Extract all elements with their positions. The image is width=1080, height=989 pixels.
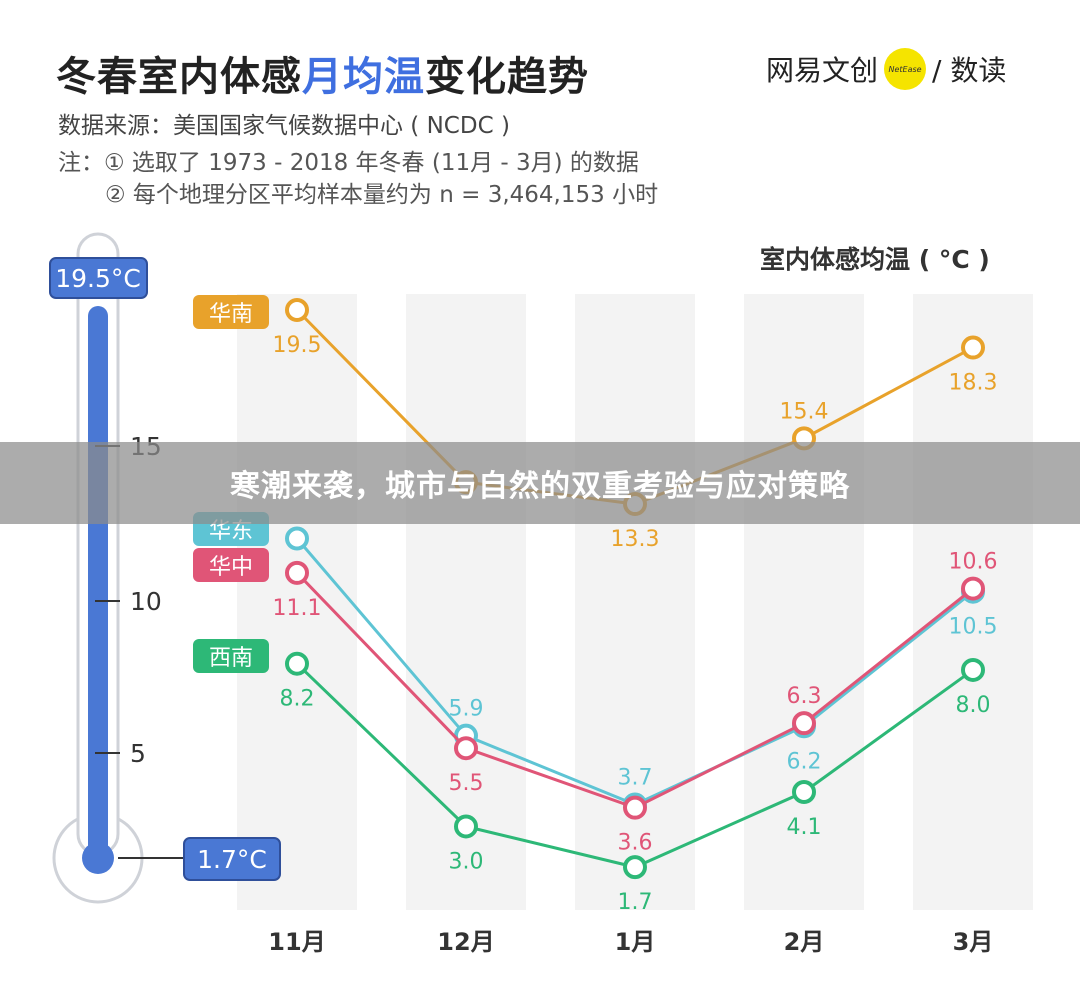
note-line-1: 注：① 选取了 1973 - 2018 年冬春 (11月 - 3月) 的数据 (58, 150, 639, 176)
data-label: 5.9 (449, 697, 484, 722)
data-point (285, 298, 309, 322)
unit-label: 室内体感均温 ( °C ) (760, 245, 990, 274)
x-tick-label: 1月 (615, 928, 656, 956)
data-point (454, 814, 478, 839)
x-tick-label: 2月 (784, 928, 825, 956)
thermometer-fill (88, 306, 108, 858)
legend-badge-西南 (193, 639, 269, 673)
logo-right-text: / 数读 (932, 54, 1007, 87)
data-point (961, 576, 985, 601)
data-label: 3.0 (449, 849, 484, 874)
title-accent: 月均温 (302, 54, 425, 100)
data-label: 1.7 (618, 890, 653, 915)
brand-logo: 网易文创 NetEase / 数读 (766, 44, 1006, 94)
note-line-2: ② 每个地理分区平均样本量约为 n = 3,464,153 小时 (105, 182, 659, 208)
data-label: 5.5 (449, 771, 484, 796)
min-temp-label: 1.7°C (197, 845, 267, 874)
data-point (961, 335, 985, 360)
data-label: 18.3 (949, 371, 998, 396)
data-label: 13.3 (611, 527, 660, 552)
data-point (623, 855, 647, 880)
legend-badge-华中 (193, 548, 269, 582)
title-part2: 变化趋势 (425, 54, 589, 100)
data-point (285, 560, 309, 585)
data-point (792, 711, 816, 736)
data-label: 8.0 (956, 693, 991, 718)
data-label: 10.5 (949, 615, 998, 640)
data-point (285, 651, 309, 676)
headline-text: 寒潮来袭，城市与自然的双重考验与应对策略 (230, 469, 850, 504)
max-temp-label: 19.5°C (55, 264, 141, 293)
data-label: 8.2 (280, 687, 315, 712)
legend-label: 华中 (209, 555, 253, 580)
data-label: 10.6 (949, 550, 998, 575)
column-band-4 (744, 294, 864, 910)
x-tick-label: 3月 (953, 928, 994, 956)
data-label: 3.6 (618, 831, 653, 856)
x-tick-label: 12月 (437, 928, 494, 956)
min-temp-badge (183, 837, 281, 881)
headline-banner: 寒潮来袭，城市与自然的双重考验与应对策略 (0, 442, 1080, 524)
max-temp-badge (49, 257, 148, 299)
data-label: 19.5 (273, 333, 322, 358)
column-band-2 (406, 294, 526, 910)
logo-dot-icon: NetEase (884, 48, 927, 90)
legend-badge-华南 (193, 295, 269, 329)
data-label: 3.7 (618, 766, 653, 791)
data-point (623, 795, 647, 820)
data-label: 15.4 (780, 399, 829, 424)
data-point (285, 526, 309, 551)
thermometer-tick-label: 5 (130, 739, 146, 768)
chart-title: 冬春室内体感月均温变化趋势 (56, 44, 589, 102)
legend-label: 西南 (209, 646, 253, 671)
data-label: 4.1 (787, 815, 822, 840)
thermometer-bulb-fill (82, 842, 114, 874)
data-label: 6.3 (787, 684, 822, 709)
data-point (792, 780, 816, 805)
data-point (454, 736, 478, 761)
thermometer-tick-label: 10 (130, 587, 162, 616)
data-label: 6.2 (787, 749, 822, 774)
data-label: 11.1 (273, 596, 322, 621)
column-band-1 (237, 294, 357, 910)
legend-label: 华南 (209, 302, 253, 327)
data-point (961, 657, 985, 682)
logo-left-text: 网易文创 (766, 54, 879, 87)
x-tick-label: 11月 (268, 928, 325, 956)
title-part1: 冬春室内体感 (56, 54, 302, 100)
data-source: 数据来源：美国国家气候数据中心 ( NCDC ) (58, 113, 510, 139)
